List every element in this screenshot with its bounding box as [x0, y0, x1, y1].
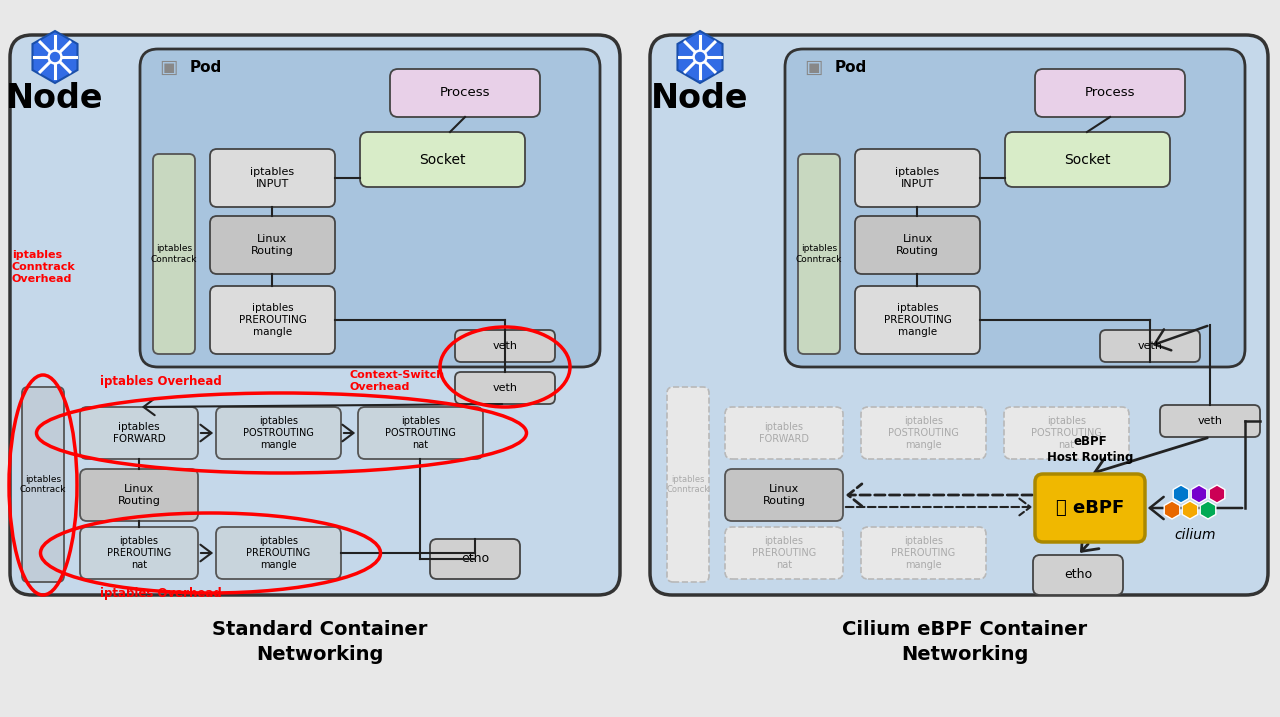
- Circle shape: [49, 50, 61, 64]
- FancyBboxPatch shape: [1004, 407, 1129, 459]
- Polygon shape: [677, 31, 722, 83]
- FancyBboxPatch shape: [861, 407, 986, 459]
- Text: Socket: Socket: [420, 153, 466, 166]
- Text: ▣: ▣: [804, 57, 822, 77]
- FancyBboxPatch shape: [861, 527, 986, 579]
- FancyBboxPatch shape: [667, 387, 709, 582]
- FancyBboxPatch shape: [797, 154, 840, 354]
- FancyBboxPatch shape: [216, 407, 340, 459]
- FancyBboxPatch shape: [430, 539, 520, 579]
- FancyBboxPatch shape: [154, 154, 195, 354]
- FancyBboxPatch shape: [454, 330, 556, 362]
- FancyBboxPatch shape: [855, 216, 980, 274]
- FancyBboxPatch shape: [650, 35, 1268, 595]
- Text: iptables
PREROUTING
mangle: iptables PREROUTING mangle: [238, 303, 306, 336]
- Text: iptables
FORWARD: iptables FORWARD: [113, 422, 165, 444]
- Text: iptables
Conntrack: iptables Conntrack: [151, 244, 197, 264]
- Text: iptables
PREROUTING
nat: iptables PREROUTING nat: [751, 536, 817, 569]
- Text: Linux
Routing: Linux Routing: [251, 234, 294, 256]
- FancyBboxPatch shape: [1036, 474, 1146, 542]
- Text: Pod: Pod: [835, 60, 868, 75]
- FancyBboxPatch shape: [1036, 69, 1185, 117]
- FancyBboxPatch shape: [358, 407, 483, 459]
- FancyBboxPatch shape: [724, 527, 844, 579]
- Text: Socket: Socket: [1064, 153, 1111, 166]
- FancyBboxPatch shape: [454, 372, 556, 404]
- Text: Pod: Pod: [189, 60, 223, 75]
- Text: Context-Switch
Overhead: Context-Switch Overhead: [349, 370, 445, 391]
- FancyBboxPatch shape: [79, 469, 198, 521]
- Text: iptables
INPUT: iptables INPUT: [251, 167, 294, 189]
- FancyBboxPatch shape: [79, 527, 198, 579]
- Text: Cilium eBPF Container
Networking: Cilium eBPF Container Networking: [842, 620, 1088, 664]
- Text: Node: Node: [652, 82, 749, 115]
- Text: Process: Process: [440, 87, 490, 100]
- FancyBboxPatch shape: [1033, 555, 1123, 595]
- Text: ▣: ▣: [159, 57, 177, 77]
- FancyBboxPatch shape: [1100, 330, 1201, 362]
- Text: etho: etho: [461, 553, 489, 566]
- FancyBboxPatch shape: [210, 286, 335, 354]
- Polygon shape: [32, 31, 78, 83]
- FancyBboxPatch shape: [1005, 132, 1170, 187]
- Text: Linux
Routing: Linux Routing: [763, 484, 805, 505]
- Text: Linux
Routing: Linux Routing: [118, 484, 160, 505]
- FancyBboxPatch shape: [785, 49, 1245, 367]
- Text: iptables
FORWARD: iptables FORWARD: [759, 422, 809, 444]
- Text: iptables
Conntrack
Overhead: iptables Conntrack Overhead: [12, 250, 76, 285]
- FancyBboxPatch shape: [22, 387, 64, 582]
- Text: iptables
Conntrack: iptables Conntrack: [667, 475, 709, 494]
- Text: iptables
Conntrack: iptables Conntrack: [19, 475, 67, 494]
- Circle shape: [695, 52, 704, 62]
- Text: iptables
POSTROUTING
nat: iptables POSTROUTING nat: [1032, 417, 1102, 450]
- Text: Standard Container
Networking: Standard Container Networking: [212, 620, 428, 664]
- Text: iptables
Conntrack: iptables Conntrack: [796, 244, 842, 264]
- Text: veth: veth: [1138, 341, 1162, 351]
- Text: iptables
PREROUTING
mangle: iptables PREROUTING mangle: [891, 536, 956, 569]
- FancyBboxPatch shape: [79, 407, 198, 459]
- FancyBboxPatch shape: [210, 149, 335, 207]
- FancyBboxPatch shape: [360, 132, 525, 187]
- Text: iptables
INPUT: iptables INPUT: [896, 167, 940, 189]
- FancyBboxPatch shape: [390, 69, 540, 117]
- Text: Process: Process: [1084, 87, 1135, 100]
- FancyBboxPatch shape: [724, 407, 844, 459]
- Text: etho: etho: [1064, 569, 1092, 581]
- Text: iptables Overhead: iptables Overhead: [100, 374, 221, 387]
- Text: Node: Node: [6, 82, 104, 115]
- FancyBboxPatch shape: [724, 469, 844, 521]
- Text: veth: veth: [1198, 416, 1222, 426]
- Text: veth: veth: [493, 341, 517, 351]
- FancyBboxPatch shape: [216, 527, 340, 579]
- Text: iptables
PREROUTING
nat: iptables PREROUTING nat: [106, 536, 172, 569]
- Circle shape: [692, 50, 707, 64]
- FancyBboxPatch shape: [855, 286, 980, 354]
- Text: iptables
PREROUTING
mangle: iptables PREROUTING mangle: [883, 303, 951, 336]
- FancyBboxPatch shape: [10, 35, 620, 595]
- Text: iptables
POSTROUTING
mangle: iptables POSTROUTING mangle: [243, 417, 314, 450]
- Text: iptables
POSTROUTING
mangle: iptables POSTROUTING mangle: [888, 417, 959, 450]
- Text: eBPF
Host Routing: eBPF Host Routing: [1047, 435, 1133, 464]
- FancyBboxPatch shape: [855, 149, 980, 207]
- FancyBboxPatch shape: [1160, 405, 1260, 437]
- Text: iptables
PREROUTING
mangle: iptables PREROUTING mangle: [246, 536, 311, 569]
- FancyBboxPatch shape: [210, 216, 335, 274]
- Text: Linux
Routing: Linux Routing: [896, 234, 940, 256]
- Text: cilium: cilium: [1174, 528, 1216, 542]
- Circle shape: [50, 52, 59, 62]
- FancyBboxPatch shape: [140, 49, 600, 367]
- Text: iptables Overhead: iptables Overhead: [100, 587, 221, 601]
- Text: 🐝 eBPF: 🐝 eBPF: [1056, 499, 1124, 517]
- Text: iptables
POSTROUTING
nat: iptables POSTROUTING nat: [385, 417, 456, 450]
- Text: veth: veth: [493, 383, 517, 393]
